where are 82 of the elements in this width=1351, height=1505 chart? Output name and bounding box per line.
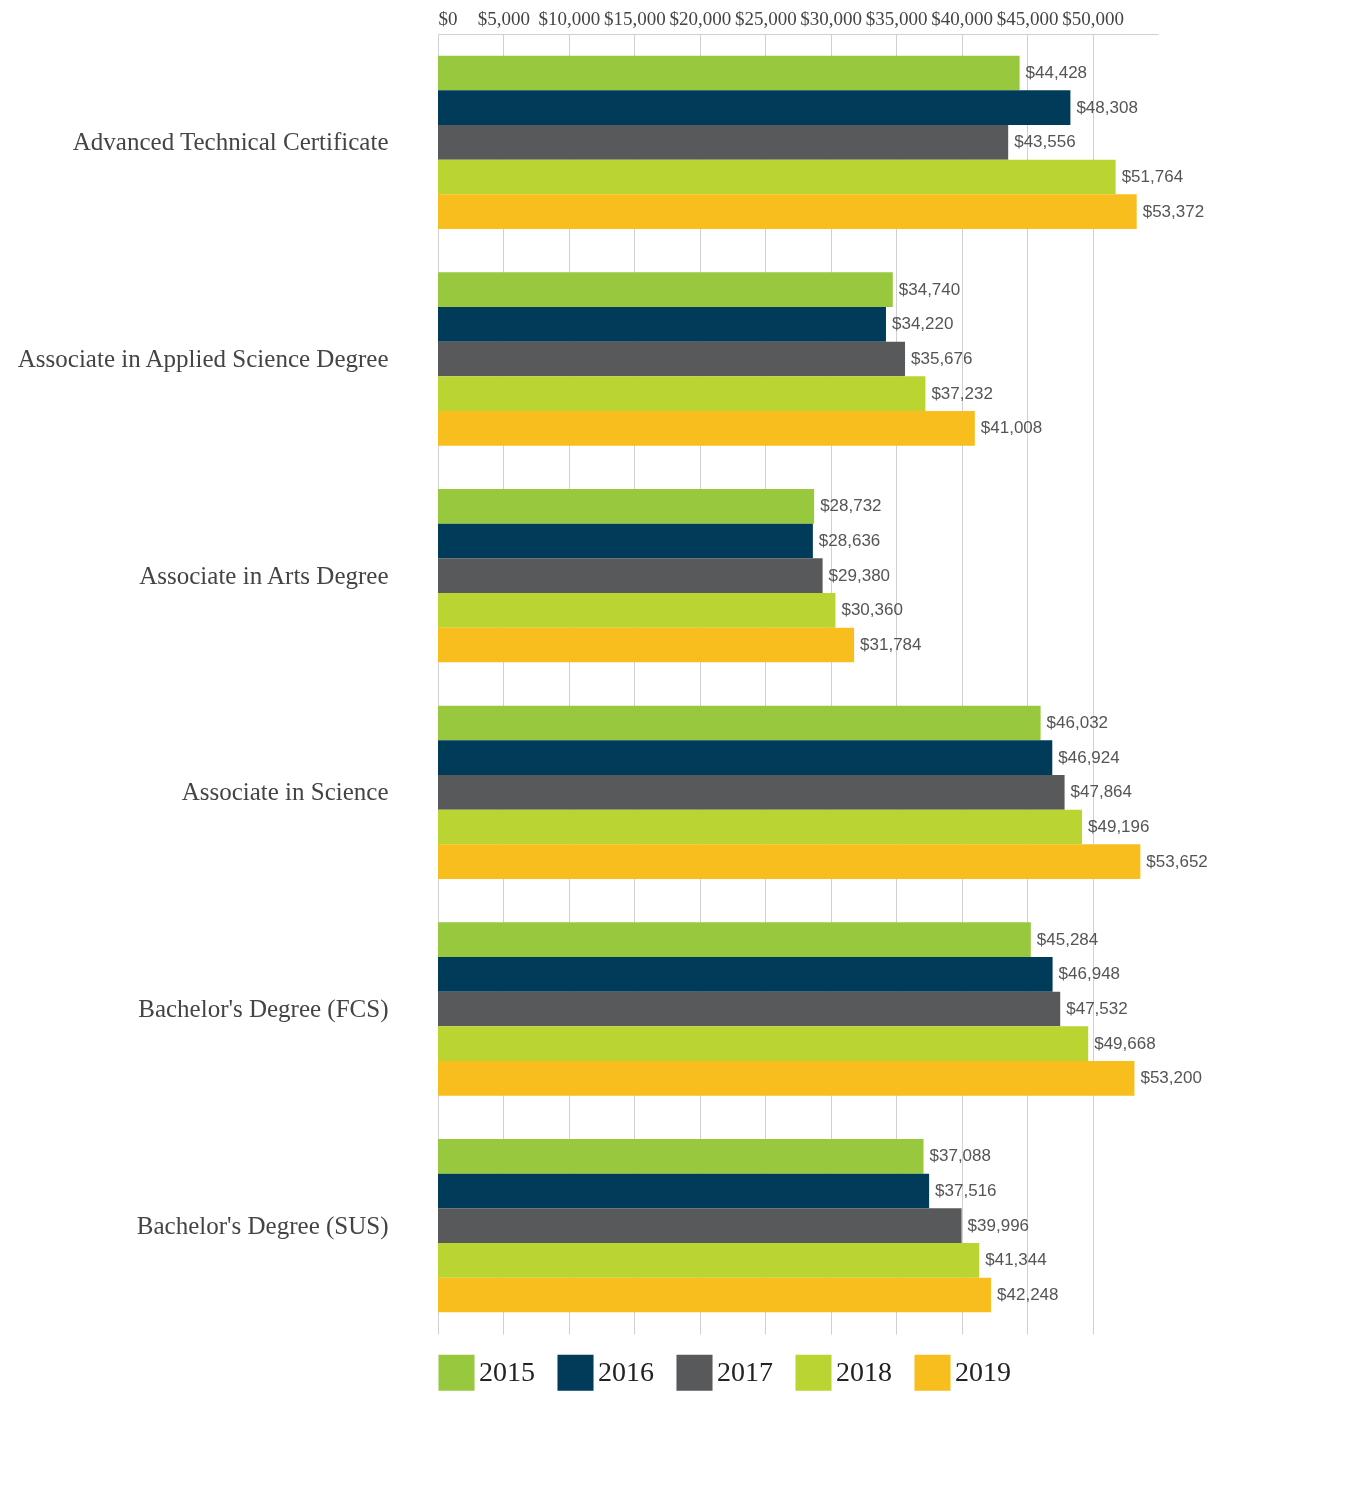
x-tick-label: $50,000: [1062, 7, 1124, 29]
bar: [438, 1139, 924, 1174]
x-tick-label: $20,000: [669, 7, 732, 29]
x-tick-label: $5,000: [477, 7, 531, 29]
bar: [438, 809, 1083, 845]
data-label: $48,308: [1076, 97, 1138, 117]
y-tick-label: Bachelor's Degree (FCS): [138, 995, 389, 1023]
bar: [438, 1061, 1135, 1096]
bar: [438, 489, 815, 524]
data-label: $31,784: [860, 635, 922, 654]
data-label: $47,532: [1066, 999, 1128, 1018]
legend-label: 2018: [836, 1355, 892, 1387]
x-tick-label: $25,000: [734, 7, 797, 29]
data-label: $49,196: [1088, 817, 1150, 836]
data-label: $46,948: [1058, 964, 1121, 984]
x-tick-label: $10,000: [538, 7, 601, 29]
data-label: $39,996: [967, 1215, 1030, 1235]
bar: [438, 705, 1041, 741]
data-label: $28,636: [818, 531, 881, 550]
x-tick-label: $40,000: [931, 7, 994, 29]
data-label: $47,864: [1070, 782, 1133, 802]
legend-label: 2015: [479, 1355, 535, 1387]
data-label: $37,232: [931, 383, 993, 403]
bar: [438, 740, 1053, 775]
data-label: $45,284: [1036, 929, 1099, 949]
bar: [438, 125, 1009, 160]
bar: [438, 627, 855, 663]
bar: [438, 1026, 1089, 1061]
bar: [438, 593, 836, 628]
bar: [438, 844, 1141, 879]
bar: [438, 411, 975, 446]
data-label: $53,652: [1146, 851, 1208, 871]
bar: [438, 1173, 930, 1209]
data-label: $46,924: [1058, 747, 1120, 767]
bar: [438, 775, 1065, 810]
legend-label: 2016: [598, 1355, 654, 1387]
x-tick-label: $0: [438, 7, 458, 29]
bar: [438, 523, 813, 559]
bar: [438, 957, 1053, 992]
data-label: $49,668: [1094, 1033, 1156, 1053]
data-label: $34,220: [891, 314, 954, 334]
y-tick-label: Associate in Science: [181, 778, 389, 806]
data-label: $43,556: [1014, 132, 1076, 152]
bar: [438, 159, 1116, 195]
data-label: $37,088: [929, 1146, 991, 1166]
data-label: $37,516: [935, 1181, 997, 1200]
data-label: $34,740: [898, 279, 961, 299]
data-label: $53,200: [1140, 1068, 1202, 1088]
bar: [438, 272, 893, 307]
bar: [438, 922, 1031, 957]
legend-label: 2017: [717, 1355, 773, 1387]
x-tick-label: $30,000: [800, 7, 863, 29]
bar: [438, 307, 886, 342]
data-label: $30,360: [841, 600, 903, 620]
data-label: $28,732: [820, 496, 882, 516]
bar: [438, 991, 1061, 1027]
bar: [438, 194, 1137, 229]
bar: [438, 90, 1071, 125]
x-tick-label: $35,000: [865, 7, 928, 29]
y-tick-label: Associate in Arts Degree: [139, 561, 389, 589]
y-tick-label: Advanced Technical Certificate: [72, 128, 389, 156]
data-label: $35,676: [911, 349, 973, 368]
bar: [438, 1277, 992, 1313]
y-tick-label: Associate in Applied Science Degree: [17, 345, 389, 372]
y-tick-label: Bachelor's Degree (SUS): [136, 1211, 389, 1240]
data-label: $41,008: [980, 418, 1043, 438]
data-label: $44,428: [1025, 63, 1088, 82]
bar: [438, 1208, 962, 1243]
bar: [438, 341, 906, 377]
bar: [438, 558, 823, 593]
data-label: $41,344: [985, 1250, 1047, 1270]
data-label: $51,764: [1121, 167, 1184, 186]
data-label: $46,032: [1046, 713, 1109, 732]
data-label: $53,372: [1142, 201, 1205, 221]
x-tick-label: $15,000: [603, 7, 666, 29]
bar: [438, 376, 926, 411]
bar: [438, 55, 1020, 91]
bar: [438, 1243, 980, 1278]
data-label: $29,380: [828, 565, 891, 585]
legend-label: 2019: [955, 1355, 1011, 1387]
x-tick-label: $45,000: [996, 7, 1059, 29]
data-label: $42,248: [997, 1285, 1059, 1304]
